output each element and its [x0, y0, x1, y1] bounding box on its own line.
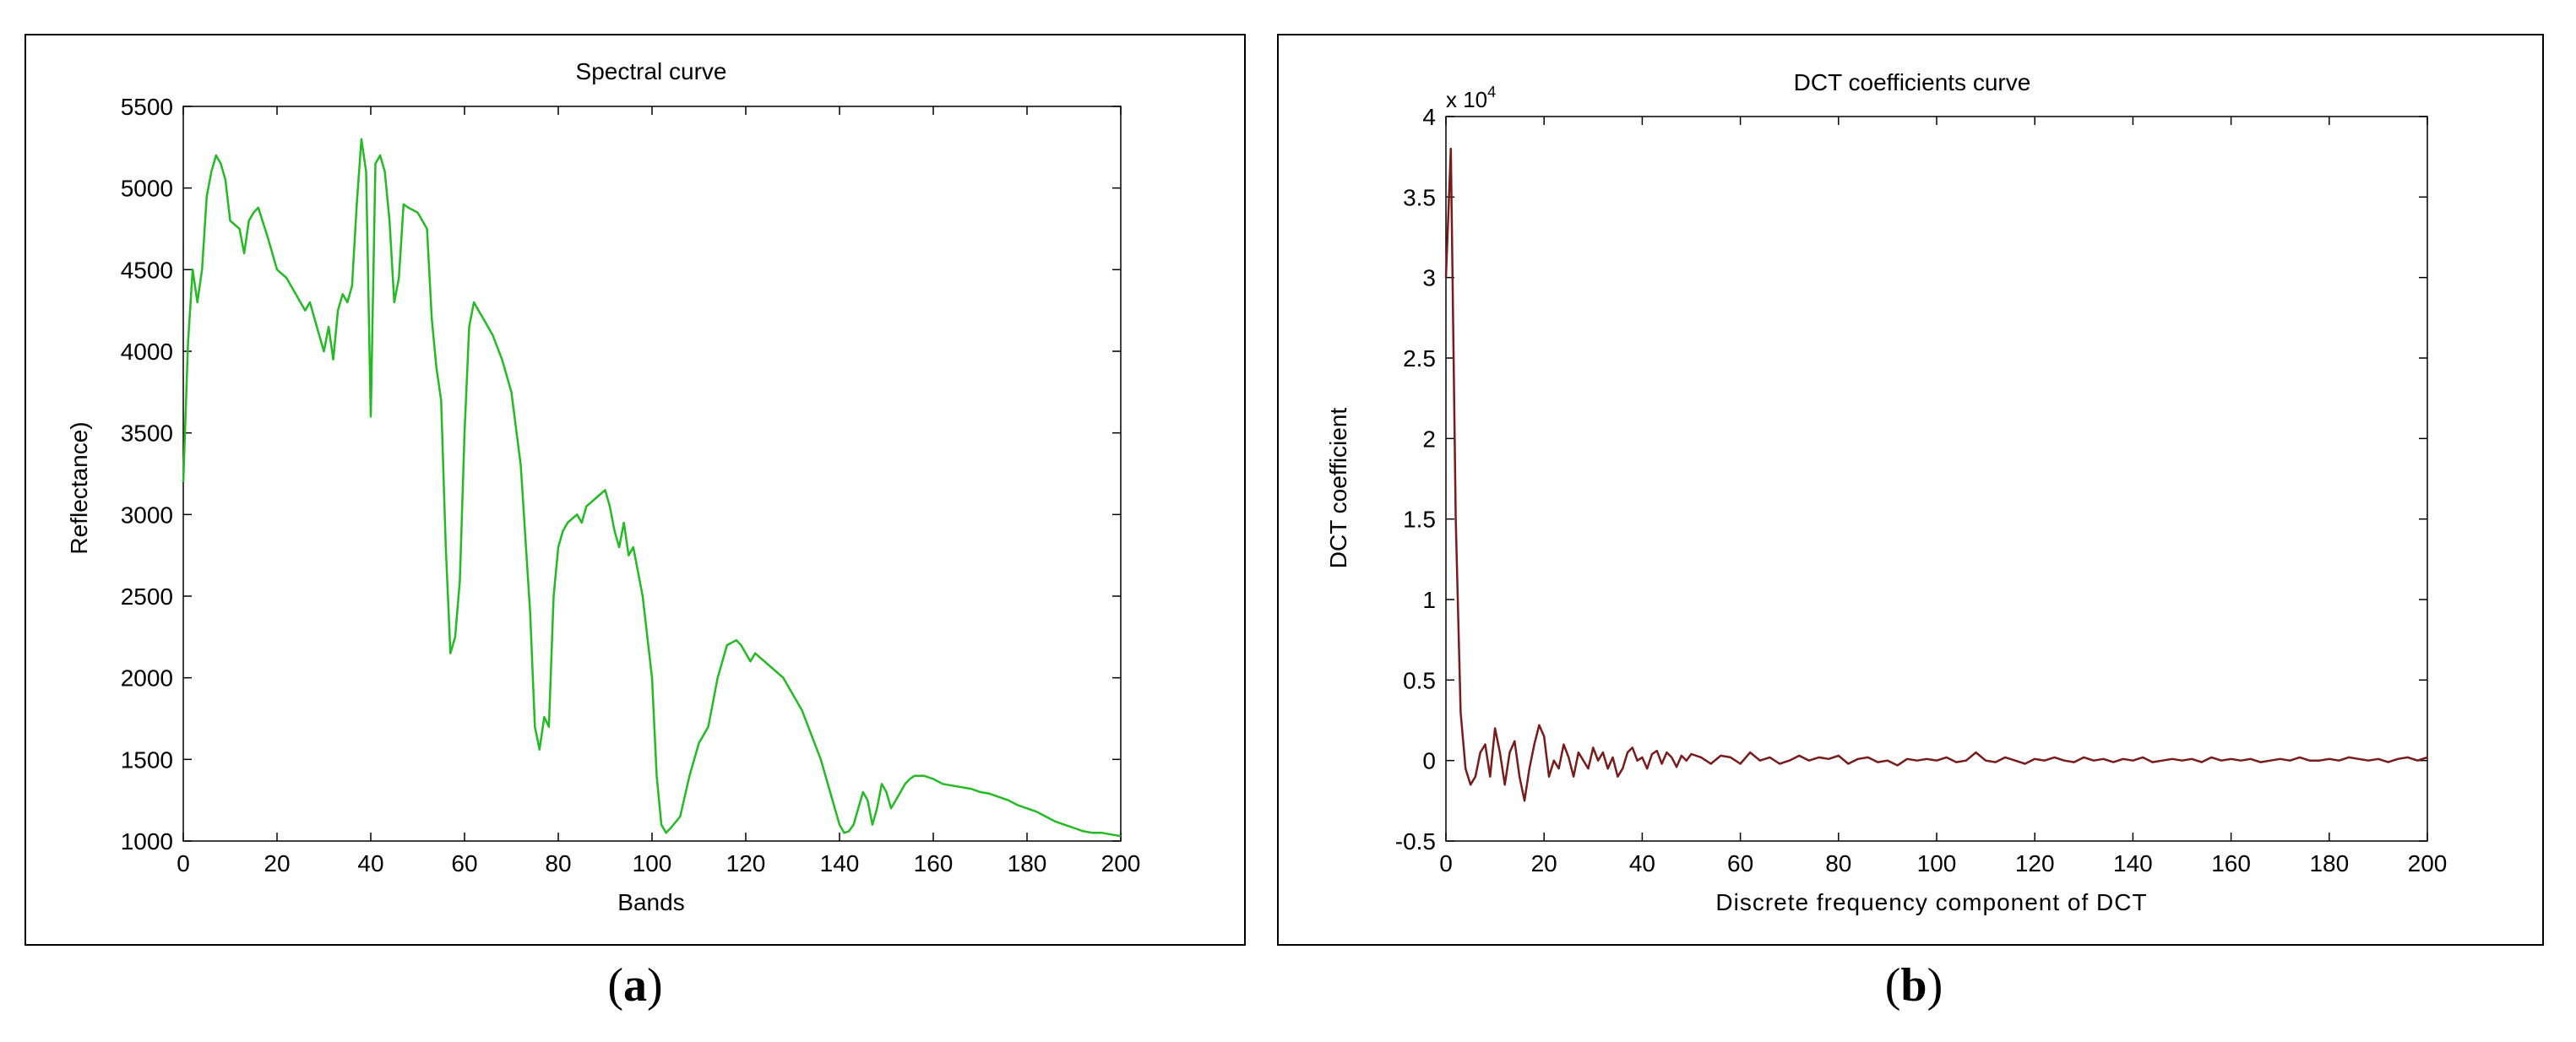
y-tick-label: 0.5: [1403, 667, 1436, 693]
x-tick-label: 160: [2211, 850, 2251, 876]
x-tick-label: 60: [1727, 850, 1753, 876]
y-tick-label: 3500: [121, 421, 173, 447]
y-tick-label: 2.5: [1403, 345, 1436, 372]
y-tick-label: 5500: [121, 94, 173, 120]
x-tick-label: 160: [914, 850, 954, 876]
y-tick-label: 3000: [121, 502, 173, 528]
y-tick-label: 1: [1422, 587, 1436, 613]
y-tick-label: 4000: [121, 339, 173, 365]
spectral-curve-chart: Spectral curve Bands Reflectance) 0 20 40 6…: [66, 58, 1141, 915]
y-tick-label: 0: [1422, 748, 1436, 774]
x-tick-label: 80: [1825, 850, 1851, 876]
y-tick-label: 2000: [121, 665, 173, 692]
y-tick-label: -0.5: [1395, 828, 1436, 855]
y-tick-label: 1000: [121, 828, 173, 855]
plot-area-frame: [182, 106, 1122, 842]
x-tick-label: 140: [820, 850, 860, 876]
x-tick-label: 200: [1101, 850, 1141, 876]
y-tick-label: 3: [1422, 265, 1436, 291]
y-tick-label: 2: [1422, 426, 1436, 452]
x-tick-label: 20: [1531, 850, 1557, 876]
y-tick-label: 2500: [121, 583, 173, 610]
x-tick-label: 140: [2113, 850, 2153, 876]
y-axis-multiplier: x 104: [1446, 84, 1496, 112]
y-tick-label: 4500: [121, 257, 173, 283]
x-tick-label: 60: [451, 850, 477, 876]
x-tick-label: 0: [1439, 850, 1453, 876]
y-tick-label: 5000: [121, 176, 173, 202]
chart-panel-b: DCT coefficients curve Discrete frequenc…: [1277, 34, 2544, 946]
x-axis-label: Bands: [617, 889, 684, 915]
caption-a: (a): [607, 959, 663, 1012]
chart-panel-a: Spectral curve Bands Reflectance) 0 20 40 6…: [24, 34, 1246, 946]
dct-coefficients-chart: DCT coefficients curve Discrete frequenc…: [1325, 69, 2448, 915]
x-tick-label: 180: [1008, 850, 1047, 876]
plot-area-frame: [1445, 116, 2428, 842]
caption-b: (b): [1884, 959, 1943, 1012]
x-tick-label: 40: [357, 850, 383, 876]
x-tick-label: 200: [2408, 850, 2448, 876]
y-tick-label: 4: [1422, 104, 1436, 130]
x-tick-label: 120: [726, 850, 766, 876]
y-axis-label: Reflectance): [66, 421, 92, 554]
x-tick-label: 0: [177, 850, 190, 876]
y-tick-label: 1.5: [1403, 507, 1436, 533]
y-tick-label: 1500: [121, 746, 173, 773]
x-tick-label: 100: [633, 850, 672, 876]
chart-title: DCT coefficients curve: [1794, 69, 2031, 95]
x-tick-label: 100: [1917, 850, 1957, 876]
x-tick-label: 40: [1629, 850, 1655, 876]
chart-title: Spectral curve: [576, 58, 727, 84]
series-line: [1444, 147, 2428, 802]
x-tick-label: 80: [545, 850, 571, 876]
y-axis-label: DCT coefficient: [1325, 408, 1351, 569]
y-tick-label: 3.5: [1403, 184, 1436, 210]
x-tick-label: 120: [2015, 850, 2055, 876]
x-axis-label: Discrete frequency component of DCT: [1715, 889, 2147, 915]
x-tick-label: 20: [264, 850, 290, 876]
series-line: [182, 138, 1122, 838]
x-tick-label: 180: [2309, 850, 2349, 876]
